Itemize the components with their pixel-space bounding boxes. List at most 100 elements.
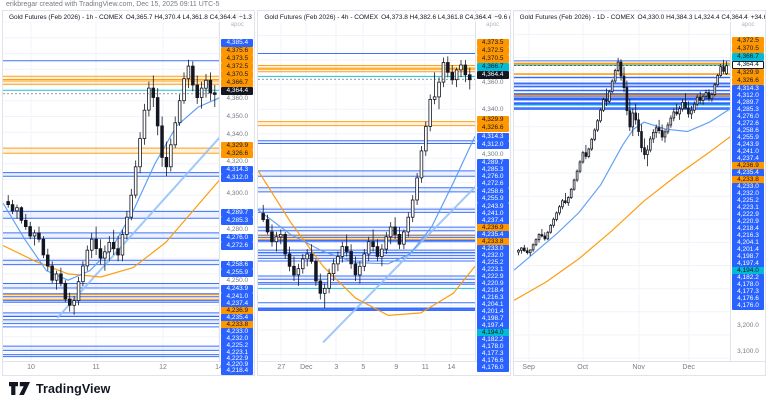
candlestick-chart-4h: [258, 11, 476, 362]
chart-panel-4h[interactable]: Gold Futures (Feb 2026) - 4h - COMEX O4,3…: [257, 10, 511, 376]
change-value: −1.3 (−0.03%): [239, 14, 254, 21]
price-label: 4,243.9: [221, 285, 254, 293]
price-label: 4,285.3: [731, 106, 764, 114]
price-label: 4,272.6: [476, 180, 509, 188]
symbol-header-1h[interactable]: Gold Futures (Feb 2026) - 1h - COMEX O4,3…: [7, 13, 255, 22]
time-label: 5: [361, 364, 366, 371]
time-label: Nov: [632, 364, 645, 371]
price-label: 4,312.0: [476, 141, 509, 149]
price-label: 4,258.6: [221, 261, 254, 269]
price-label: 4,320.0: [226, 158, 249, 165]
price-label: 4,255.9: [221, 269, 254, 277]
price-label: 4,237.4: [476, 217, 509, 225]
price-label: 4,314.3: [731, 85, 764, 93]
price-label: 4,198.7: [731, 253, 764, 261]
price-label: 4,197.4: [731, 260, 764, 268]
price-label: 4,176.0: [476, 364, 509, 372]
price-scale-1d[interactable]: USDapoc 4,372.54,370.54,366.74,364.44,32…: [729, 11, 765, 362]
time-scale-1h[interactable]: 10 11 12 14: [3, 361, 255, 375]
symbol-header-1d[interactable]: Gold Futures (Feb 2026) - 1D - COMEX O4,3…: [517, 13, 766, 22]
price-label: 4,177.3: [476, 350, 509, 358]
price-label: 4,236.9: [221, 307, 254, 315]
price-label: 4,360.0: [481, 79, 504, 86]
price-label: 4,220.9: [221, 361, 254, 369]
price-label: 4,250.0: [226, 277, 249, 284]
price-label: 4,218.4: [731, 225, 764, 233]
symbol-header-4h[interactable]: Gold Futures (Feb 2026) - 4h - COMEX O4,3…: [262, 13, 510, 22]
price-label: 4,366.7: [476, 63, 509, 71]
price-label: 4,360.0: [226, 95, 249, 102]
price-label: 4,225.2: [221, 342, 254, 350]
tradingview-logo-text[interactable]: TradingView: [36, 381, 111, 396]
price-label: 4,233.8: [221, 321, 254, 329]
price-label: 4,182.2: [476, 336, 509, 344]
price-label: 4,182.2: [731, 274, 764, 282]
chart-panel-1d[interactable]: Gold Futures (Feb 2026) - 1D - COMEX O4,3…: [512, 10, 766, 376]
price-label: 4,329.9: [731, 69, 764, 77]
price-label: 4,285.3: [221, 217, 254, 225]
price-label: 4,272.6: [731, 120, 764, 128]
price-label: 4,243.9: [731, 141, 764, 149]
price-label: 4,364.4: [476, 71, 509, 79]
price-label: 4,236.9: [731, 162, 764, 170]
price-label: 4,243.9: [476, 203, 509, 211]
price-label: 4,241.0: [476, 210, 509, 218]
price-label: 4,198.7: [476, 315, 509, 323]
price-label: 4,220.9: [731, 218, 764, 226]
tradingview-logo-icon[interactable]: [8, 381, 31, 396]
price-label: 4,276.0: [476, 173, 509, 181]
price-label: 4,314.3: [476, 133, 509, 141]
time-label: 14: [215, 364, 223, 371]
price-label: 4,235.4: [731, 169, 764, 177]
price-label: 4,201.4: [476, 308, 509, 316]
price-label: 4,223.1: [221, 349, 254, 357]
price-label: 4,241.0: [731, 148, 764, 156]
price-label: 4,255.9: [731, 134, 764, 142]
symbol-title: Gold Futures (Feb 2026) - 4h - COMEX: [264, 14, 379, 21]
price-label: 4,223.1: [476, 266, 509, 274]
time-label: Oct: [577, 364, 589, 371]
price-label: 4,232.0: [221, 335, 254, 343]
price-label: 4,350.0: [226, 113, 249, 120]
price-label: 4,276.0: [221, 234, 254, 242]
price-scale-4h[interactable]: USDapoc 4,373.54,372.54,370.54,366.74,36…: [474, 11, 510, 372]
price-label: 4,366.7: [221, 79, 254, 87]
footer-bar: TradingView: [0, 376, 768, 400]
time-label: 9: [394, 364, 399, 371]
time-label: 11: [92, 364, 100, 371]
time-label: Dec: [682, 364, 695, 371]
price-label: 4,204.1: [476, 301, 509, 309]
price-label: 4,370.5: [221, 71, 254, 79]
price-label: 3,100.0: [737, 348, 759, 355]
price-label: 4,176.6: [476, 357, 509, 365]
ohlc-values: O4,330.0 H4,384.3 L4,324.4 C4,364.4: [637, 14, 748, 21]
plot-area-4h[interactable]: [258, 11, 476, 362]
plot-area-1d[interactable]: [513, 11, 731, 362]
price-label: 4,236.9: [476, 224, 509, 232]
time-scale-1d[interactable]: Sep Oct Nov Dec: [513, 361, 765, 375]
price-label: 4,178.0: [731, 281, 764, 289]
price-label: 4,312.0: [221, 174, 254, 182]
change-value: +34.6 (+0.80%): [750, 14, 766, 21]
price-label: 4,222.9: [221, 355, 254, 363]
price-label: 4,280.0: [226, 226, 249, 233]
price-label: 4,285.3: [476, 166, 509, 174]
time-scale-4h[interactable]: 27 Dec 3 5 9 11 14: [258, 361, 510, 375]
price-label: 4,225.2: [476, 259, 509, 267]
time-label: Dec: [300, 364, 313, 371]
time-label: Sep: [522, 364, 535, 371]
price-label: 4,194.0: [476, 329, 509, 337]
ohlc-values: O4,373.8 H4,382.6 L4,361.8 C4,364.4: [381, 14, 492, 21]
price-label: 4,340.0: [481, 106, 504, 113]
chart-panel-1h[interactable]: Gold Futures (Feb 2026) - 1h - COMEX O4,3…: [2, 10, 256, 376]
price-scale-1h[interactable]: USDapoc 4,385.44,375.64,373.54,372.54,37…: [219, 11, 255, 375]
plot-area-1h[interactable]: [3, 11, 220, 362]
price-label: 4,223.1: [731, 204, 764, 212]
price-label: 4,289.7: [221, 209, 254, 217]
candlestick-chart-1h: [3, 11, 220, 362]
price-label: 4,255.9: [476, 195, 509, 203]
price-label: 3,200.0: [737, 322, 759, 329]
price-label: 4,364.4: [221, 87, 254, 95]
price-label: 4,373.5: [221, 55, 254, 63]
price-label: 4,176.6: [731, 295, 764, 303]
